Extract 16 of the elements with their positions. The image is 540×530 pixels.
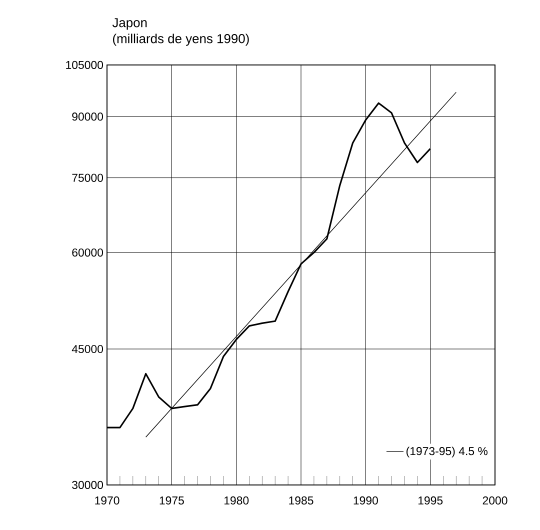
y-tick-label: 90000 xyxy=(72,112,104,121)
x-tick-label: 1985 xyxy=(289,496,314,505)
y-tick-label: 105000 xyxy=(66,60,104,69)
chart-title: Japon xyxy=(112,18,147,30)
x-tick-label: 1990 xyxy=(354,496,378,505)
y-axis-title: (milliards de yens 1990) xyxy=(113,34,249,46)
x-tick-label: 2000 xyxy=(482,496,508,505)
x-tick-label: 1975 xyxy=(160,496,184,505)
y-tick-label: 60000 xyxy=(72,248,104,257)
y-tick-label: 30000 xyxy=(72,480,104,489)
y-tick-label: 75000 xyxy=(72,174,104,182)
x-tick-label: 1970 xyxy=(95,496,120,505)
x-tick-label: 1995 xyxy=(418,496,443,505)
x-tick-label: 1980 xyxy=(224,496,249,505)
y-tick-label: 45000 xyxy=(72,344,104,354)
legend-label: (1973-95) 4.5 % xyxy=(406,446,488,458)
